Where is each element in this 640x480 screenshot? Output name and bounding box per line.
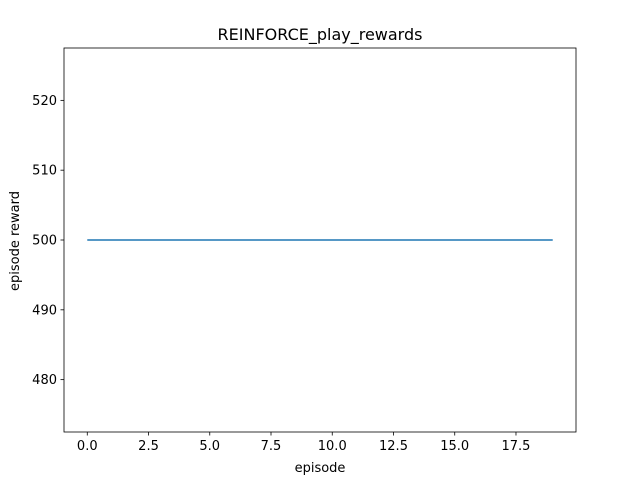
y-tick-label: 520	[32, 94, 57, 109]
x-tick-label: 15.0	[440, 439, 469, 454]
x-tick-label: 7.5	[261, 439, 282, 454]
y-tick-label: 490	[32, 303, 57, 318]
y-tick-label: 500	[32, 234, 57, 249]
x-tick-label: 10.0	[318, 439, 347, 454]
y-axis-label: episode reward	[8, 191, 23, 291]
x-tick-label: 12.5	[379, 439, 408, 454]
chart-title: REINFORCE_play_rewards	[218, 25, 423, 45]
plot-area: 0.0 2.5 5.0 7.5 10.0 12.5 15.0 17.5 480 490 500 510…	[32, 47, 577, 454]
x-tick-label: 5.0	[199, 439, 220, 454]
axes-frame	[63, 47, 577, 433]
y-tick-label: 510	[32, 164, 57, 179]
y-tick-label: 480	[32, 373, 57, 388]
x-axis-label: episode	[295, 461, 346, 476]
x-tick-label: 0.0	[77, 439, 98, 454]
x-tick-label: 2.5	[138, 439, 159, 454]
x-tick-label: 17.5	[502, 439, 531, 454]
